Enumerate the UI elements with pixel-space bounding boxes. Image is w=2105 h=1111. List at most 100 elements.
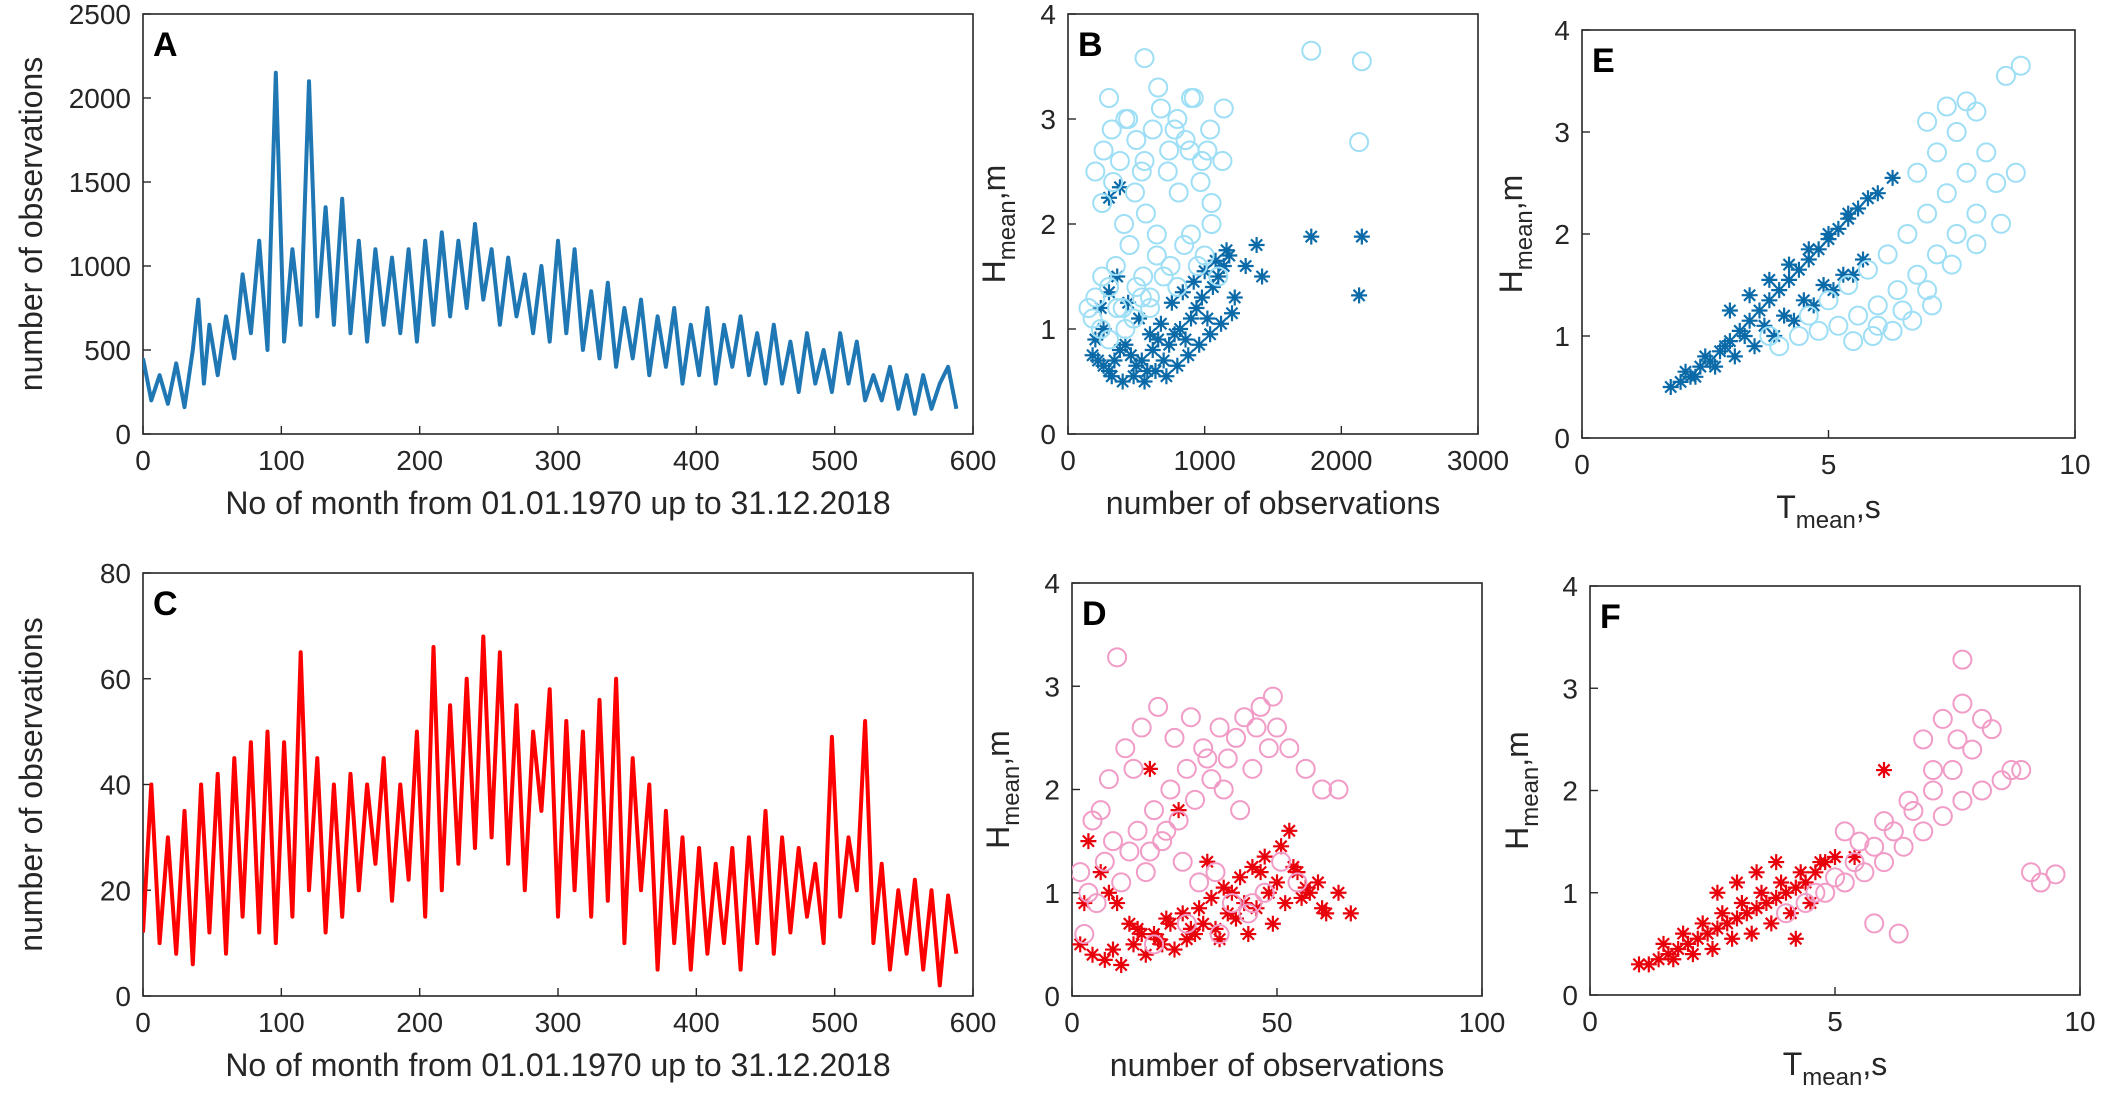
data-point — [1133, 266, 1154, 287]
data-point — [1741, 312, 1758, 329]
data-point — [1134, 151, 1155, 171]
data-point — [1141, 760, 1158, 777]
data-point — [1721, 302, 1738, 319]
data-point — [1205, 862, 1226, 883]
data-point — [1134, 48, 1155, 69]
data-point — [1714, 905, 1731, 922]
data-point — [1181, 224, 1201, 245]
data-point — [1072, 862, 1091, 883]
data-point — [1144, 800, 1164, 821]
data-point — [1677, 363, 1694, 380]
data-point — [1864, 913, 1885, 934]
data-point — [1838, 275, 1859, 295]
x-tick-label: 0 — [1064, 1007, 1080, 1038]
data-point — [1342, 905, 1359, 922]
y-tick-label: 4 — [1562, 571, 1578, 602]
data-point — [1113, 957, 1130, 974]
data-point — [1100, 884, 1117, 901]
data-point — [1250, 696, 1271, 717]
data-point — [1797, 874, 1814, 891]
data-point — [1818, 290, 1839, 311]
x-tick-label: 100 — [258, 445, 305, 476]
data-point — [1759, 326, 1780, 346]
data-point — [1123, 758, 1144, 779]
panel-label: C — [153, 585, 178, 623]
data-point — [1109, 151, 1130, 171]
data-point — [1125, 368, 1142, 385]
data-point — [1114, 214, 1135, 234]
data-point — [1351, 51, 1372, 72]
data-point — [1810, 241, 1827, 258]
data-point — [1746, 338, 1763, 355]
data-point — [1115, 109, 1136, 129]
data-point — [1183, 310, 1199, 327]
data-point — [1215, 258, 1232, 274]
data-point — [1127, 820, 1148, 841]
data-point — [1748, 864, 1765, 881]
data-point — [1295, 758, 1316, 779]
data-point — [1201, 214, 1222, 234]
data-point — [1952, 649, 1973, 670]
x-axis-label: Tmean,s — [1783, 1046, 1887, 1091]
data-point — [1148, 77, 1169, 98]
data-point — [1758, 894, 1775, 911]
x-tick-label: 500 — [811, 1007, 858, 1038]
data-point — [1164, 119, 1185, 140]
data-point — [1152, 831, 1173, 852]
data-point — [1174, 235, 1195, 255]
data-point — [1080, 833, 1097, 850]
data-point — [1191, 336, 1208, 353]
data-point — [1085, 287, 1106, 308]
data-point — [1101, 363, 1117, 379]
data-point — [1952, 693, 1973, 714]
x-tick-label: 400 — [673, 1007, 720, 1038]
data-point — [1187, 256, 1208, 276]
data-point — [1672, 373, 1689, 390]
data-point — [1738, 905, 1755, 922]
data-point — [1163, 294, 1180, 311]
data-point — [1687, 368, 1704, 385]
data-point — [1209, 717, 1230, 738]
data-point — [1167, 109, 1188, 129]
data-point — [1835, 266, 1852, 283]
data-point — [1146, 245, 1167, 266]
data-point — [1761, 292, 1778, 309]
y-tick-label: 1 — [1562, 878, 1578, 909]
data-point — [1166, 941, 1183, 958]
data-point — [1105, 256, 1126, 276]
data-point — [1169, 357, 1186, 374]
data-point — [1180, 347, 1197, 364]
data-point — [1845, 266, 1862, 283]
data-point — [1956, 162, 1977, 183]
y-tick-label: 40 — [100, 770, 131, 801]
data-point — [1812, 854, 1829, 871]
panel-label: E — [1592, 42, 1615, 80]
x-tick-label: 300 — [535, 1007, 582, 1038]
data-point — [1840, 205, 1857, 222]
data-point — [1238, 903, 1259, 924]
data-point — [1076, 895, 1093, 912]
panel-label: A — [153, 26, 178, 64]
data-point — [1224, 305, 1240, 322]
axes-frame — [142, 572, 974, 997]
data-point — [1194, 245, 1215, 266]
y-tick-label: 2 — [1562, 776, 1578, 807]
data-point — [1107, 647, 1128, 668]
data-point — [1271, 851, 1292, 872]
data-point — [1952, 790, 1973, 811]
data-point — [1787, 879, 1804, 896]
data-point — [1834, 821, 1855, 842]
data-point — [1074, 924, 1095, 945]
data-point — [1782, 905, 1799, 922]
data-point — [1788, 326, 1809, 346]
data-point — [1191, 900, 1208, 917]
data-point — [1719, 915, 1736, 932]
data-point — [1207, 252, 1224, 269]
data-point — [1729, 874, 1745, 891]
y-tick-label: 2 — [1554, 219, 1570, 250]
data-point — [1923, 780, 1943, 801]
data-point — [1072, 936, 1089, 953]
data-point — [1665, 951, 1682, 968]
data-point — [2010, 55, 2031, 76]
data-point — [1101, 119, 1122, 140]
